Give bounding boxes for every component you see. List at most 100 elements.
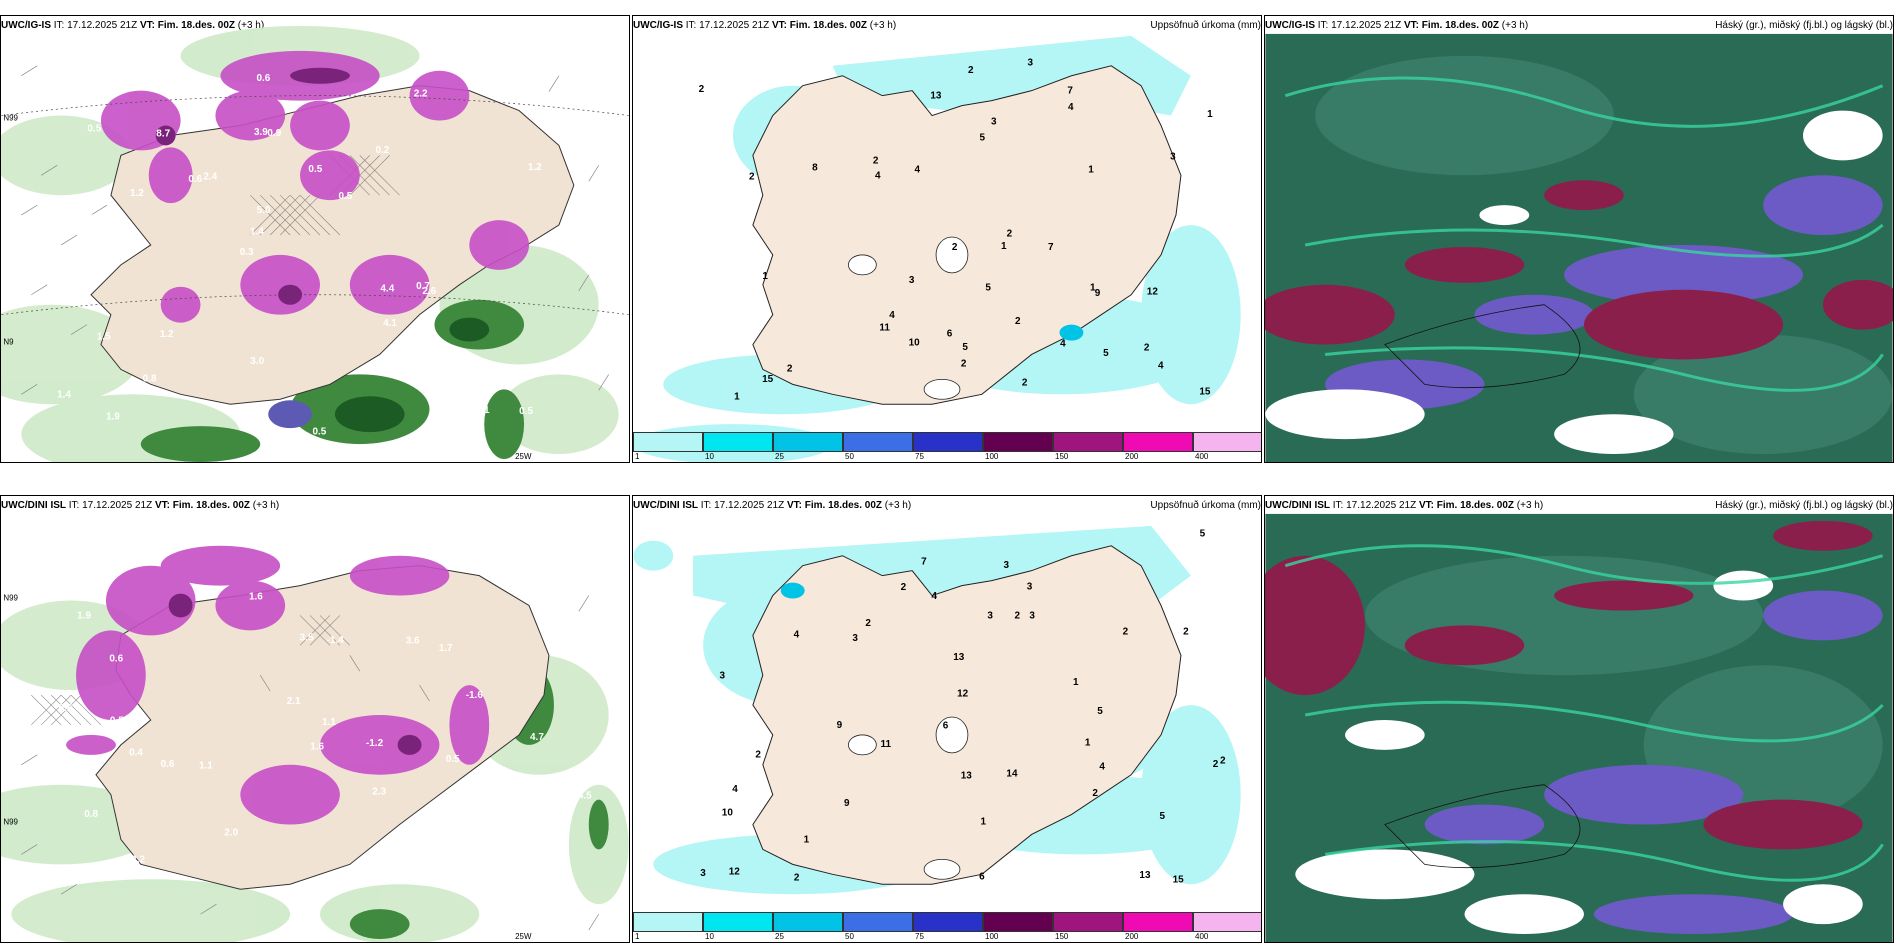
temperature-map: N99 N9 25W 0.5 0.4 0.6 0.3 0.2 1.9 3.9 0.5 1.5 2.… bbox=[1, 25, 629, 462]
lat-label-2: N9 bbox=[3, 338, 14, 347]
colorbar-tick: 10 bbox=[705, 452, 714, 461]
value-label: 0.5 bbox=[519, 406, 533, 417]
value-label: 1.9 bbox=[77, 610, 91, 621]
value-label: 15 bbox=[1173, 875, 1185, 886]
colorbar-cell bbox=[983, 432, 1053, 452]
value-label: 3.6 bbox=[406, 636, 420, 647]
value-label: 9 bbox=[837, 720, 843, 731]
value-label: 2 bbox=[1022, 378, 1028, 389]
value-label: 15 bbox=[1199, 387, 1211, 398]
colorbar-cell bbox=[1193, 912, 1261, 932]
value-label: 2.2 bbox=[414, 89, 428, 100]
value-label: 4 bbox=[931, 591, 937, 602]
value-label: 12 bbox=[957, 689, 969, 700]
value-label: 15 bbox=[762, 374, 774, 385]
lat-label: N99 bbox=[3, 114, 18, 123]
colorbar-cell bbox=[913, 912, 983, 932]
temperature-labels: 0.3 0.4 2.3 1.9 0.9 0.6 3.2 1.1 1.7 3.5 3.6 0.8 2.0 1… bbox=[59, 566, 593, 920]
panel-igis-clouds: UWC/IG-IS IT: 17.12.2025 21Z VT: Fim. 18… bbox=[1264, 15, 1894, 463]
colorbar-tick: 150 bbox=[1055, 452, 1069, 461]
value-label: -1.6 bbox=[466, 690, 484, 701]
value-label: -1.2 bbox=[366, 738, 384, 749]
model-name: UWC/DINI ISL bbox=[633, 500, 698, 511]
value-label: 2.6 bbox=[422, 286, 436, 297]
model-name: UWC/DINI ISL bbox=[1, 500, 66, 511]
value-label: 7 bbox=[921, 557, 927, 568]
value-label: 3 bbox=[1027, 581, 1033, 592]
panel-header: UWC/DINI ISL IT: 17.12.2025 21Z VT: Fim.… bbox=[1, 498, 629, 514]
value-label: 2 bbox=[749, 171, 755, 182]
colorbar-cell bbox=[1193, 432, 1261, 452]
panel-header: UWC/IG-IS IT: 17.12.2025 21Z VT: Fim. 18… bbox=[1, 18, 629, 34]
value-label: 4.5 bbox=[578, 791, 592, 802]
colorbar-cell bbox=[1053, 912, 1123, 932]
colorbar-cell bbox=[773, 432, 843, 452]
value-label: 5 bbox=[1097, 706, 1103, 717]
lead-time: (+3 h) bbox=[1516, 500, 1544, 511]
value-label: 14 bbox=[1006, 769, 1018, 780]
model-name: UWC/IG-IS bbox=[1265, 20, 1315, 31]
valid-time: VT: Fim. 18.des. 00Z bbox=[154, 500, 251, 511]
panel-header: UWC/IG-IS IT: 17.12.2025 21Z VT: Fim. 18… bbox=[1265, 18, 1893, 34]
value-label: 0.4 bbox=[79, 207, 93, 218]
value-label: 1.4 bbox=[250, 226, 264, 237]
value-label: 3 bbox=[852, 633, 858, 644]
value-label: 0.6 bbox=[513, 364, 527, 375]
value-label: 4.1 bbox=[383, 318, 397, 329]
value-label: 0.5 bbox=[308, 164, 322, 175]
colorbar-tick: 1 bbox=[635, 452, 640, 461]
model-name: UWC/IG-IS bbox=[633, 20, 683, 31]
value-label: 1 bbox=[1073, 677, 1079, 688]
colorbar-tick: 100 bbox=[985, 932, 999, 941]
panel-header: UWC/DINI ISL IT: 17.12.2025 21Z VT: Fim.… bbox=[1265, 498, 1893, 514]
value-label: 2 bbox=[1123, 626, 1129, 637]
value-label: 2 bbox=[968, 65, 974, 76]
colorbar-cell bbox=[773, 912, 843, 932]
panel-igis-precipitation: UWC/IG-IS IT: 17.12.2025 21Z VT: Fim. 18… bbox=[632, 15, 1262, 463]
model-name: UWC/DINI ISL bbox=[1265, 500, 1330, 511]
value-label: 0.6 bbox=[59, 703, 73, 714]
value-label: 3.9 bbox=[254, 127, 268, 138]
lon-label: 25W bbox=[515, 932, 532, 941]
value-label: 2.1 bbox=[287, 696, 301, 707]
value-label: 0.8 bbox=[465, 881, 479, 892]
value-label: 3.0 bbox=[250, 356, 264, 367]
value-label: 4 bbox=[889, 310, 895, 321]
value-label: 0.5 bbox=[87, 124, 101, 135]
lead-time: (+3 h) bbox=[237, 20, 265, 31]
cloud-map bbox=[1265, 33, 1893, 462]
value-label: 2 bbox=[1220, 756, 1226, 767]
value-label: 1.1 bbox=[199, 761, 213, 772]
colorbar-tick: 10 bbox=[705, 932, 714, 941]
valid-time: VT: Fim. 18.des. 00Z bbox=[1418, 500, 1515, 511]
value-label: 1 bbox=[1207, 109, 1213, 120]
value-label: 4.9 bbox=[578, 195, 592, 206]
colorbar-cell bbox=[633, 912, 703, 932]
value-label: 4 bbox=[1068, 102, 1074, 113]
value-label: 5 bbox=[1200, 529, 1206, 540]
colorbar: 1 10 25 50 75 100 150 200 400 bbox=[633, 432, 1261, 462]
value-label: 0.3 bbox=[240, 247, 254, 258]
value-label: 1 bbox=[804, 835, 810, 846]
value-label: 0.6 bbox=[528, 110, 542, 121]
value-label: 5 bbox=[1159, 811, 1165, 822]
value-label: 4 bbox=[732, 784, 738, 795]
panel-dini-precipitation: UWC/DINI ISL IT: 17.12.2025 21Z VT: Fim.… bbox=[632, 495, 1262, 943]
init-time: IT: 17.12.2025 21Z bbox=[68, 500, 153, 511]
value-label: 3.5 bbox=[300, 633, 314, 644]
value-label: 5 bbox=[962, 342, 968, 353]
panel-dini-temperature: UWC/DINI ISL IT: 17.12.2025 21Z VT: Fim.… bbox=[0, 495, 630, 943]
value-label: 2 bbox=[1183, 627, 1189, 638]
value-label: 4 bbox=[794, 629, 800, 640]
value-label: 0.5 bbox=[110, 715, 124, 726]
valid-time: VT: Fim. 18.des. 00Z bbox=[786, 500, 883, 511]
value-label: 0.9 bbox=[525, 840, 539, 851]
panel-title: Háský (gr.), miðský (fj.bl.) og lágský (… bbox=[1715, 20, 1893, 31]
value-label: 1.7 bbox=[439, 643, 453, 654]
value-label: 6 bbox=[943, 721, 949, 732]
value-label: 2.4 bbox=[203, 171, 217, 182]
value-label: 1 bbox=[1085, 738, 1091, 749]
value-label: 3 bbox=[987, 611, 993, 622]
